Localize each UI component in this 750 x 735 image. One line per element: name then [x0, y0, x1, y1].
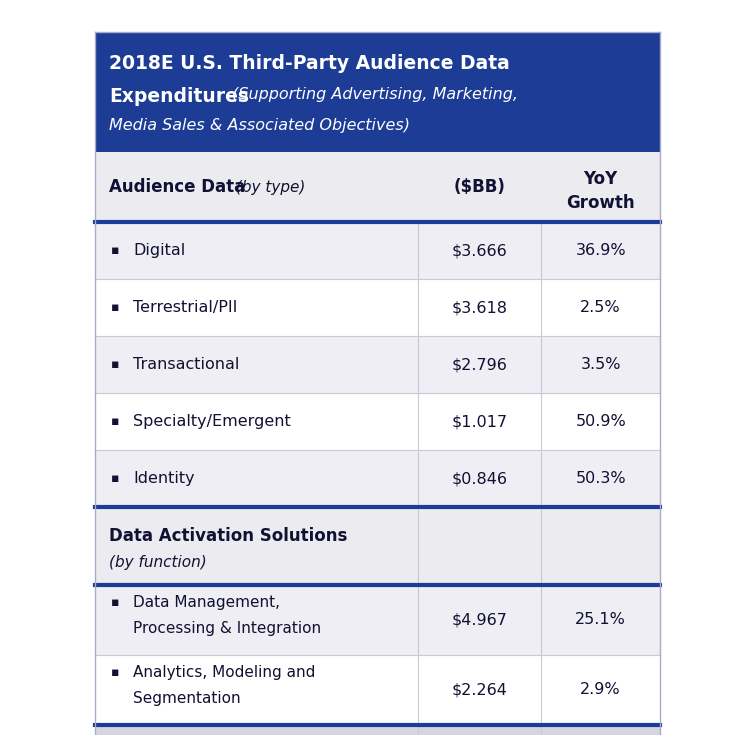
Text: 50.3%: 50.3% [575, 471, 626, 486]
Bar [95, 450, 660, 507]
Text: YoY: YoY [584, 170, 618, 188]
Bar [95, 222, 660, 279]
Text: (by function): (by function) [109, 555, 207, 570]
Bar [95, 152, 660, 222]
Text: ▪: ▪ [111, 597, 119, 609]
Text: Media Sales & Associated Objectives): Media Sales & Associated Objectives) [109, 118, 410, 133]
Text: ▪: ▪ [111, 358, 119, 371]
Bar [95, 507, 660, 585]
Bar [95, 32, 660, 152]
Text: $0.846: $0.846 [452, 471, 508, 486]
Text: Segmentation: Segmentation [133, 690, 241, 706]
Text: $1.017: $1.017 [452, 414, 508, 429]
Text: $3.666: $3.666 [452, 243, 508, 258]
Text: $2.264: $2.264 [452, 683, 508, 698]
Text: Identity: Identity [133, 471, 195, 486]
Text: Digital: Digital [133, 243, 185, 258]
Bar [95, 336, 660, 393]
Text: Terrestrial/PII: Terrestrial/PII [133, 300, 237, 315]
Bar [95, 585, 660, 655]
Text: Expenditures: Expenditures [109, 87, 249, 106]
Text: 3.5%: 3.5% [580, 357, 621, 372]
Text: Data Activation Solutions: Data Activation Solutions [109, 527, 347, 545]
Text: 2.9%: 2.9% [580, 683, 621, 698]
Bar [95, 279, 660, 336]
Text: Audience Data: Audience Data [109, 178, 245, 196]
Text: ▪: ▪ [111, 301, 119, 314]
Text: Data Management,: Data Management, [133, 595, 280, 611]
Text: 36.9%: 36.9% [575, 243, 626, 258]
Text: $4.967: $4.967 [452, 612, 508, 628]
Text: 50.9%: 50.9% [575, 414, 626, 429]
Text: $3.618: $3.618 [452, 300, 508, 315]
Text: (by type): (by type) [231, 179, 305, 195]
Text: ($BB): ($BB) [454, 178, 506, 196]
Bar [95, 725, 660, 735]
Text: $2.796: $2.796 [452, 357, 508, 372]
Text: Processing & Integration: Processing & Integration [133, 620, 321, 636]
Text: (Supporting Advertising, Marketing,: (Supporting Advertising, Marketing, [227, 87, 518, 102]
Bar [95, 393, 660, 450]
Text: ▪: ▪ [111, 667, 119, 679]
Text: Analytics, Modeling and: Analytics, Modeling and [133, 665, 315, 681]
Text: Specialty/Emergent: Specialty/Emergent [133, 414, 291, 429]
Text: Transactional: Transactional [133, 357, 239, 372]
Text: ▪: ▪ [111, 244, 119, 257]
Text: Growth: Growth [566, 194, 635, 212]
Bar [95, 655, 660, 725]
Text: 2.5%: 2.5% [580, 300, 621, 315]
Text: ▪: ▪ [111, 415, 119, 428]
Text: ▪: ▪ [111, 472, 119, 485]
Text: 2018E U.S. Third-Party Audience Data: 2018E U.S. Third-Party Audience Data [109, 54, 510, 73]
Text: 25.1%: 25.1% [575, 612, 626, 628]
